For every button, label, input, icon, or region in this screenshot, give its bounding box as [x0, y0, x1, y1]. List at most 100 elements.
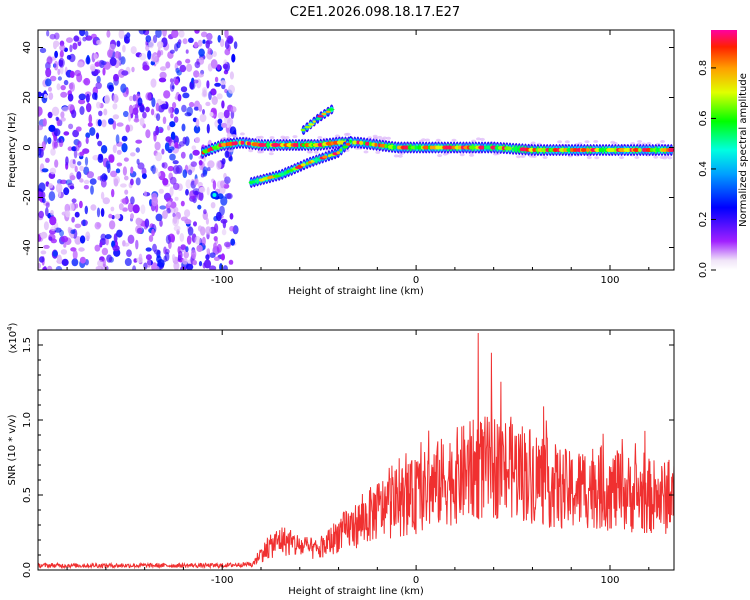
noise-blob	[66, 54, 72, 60]
noise-blob	[112, 144, 117, 154]
trace-core	[254, 179, 259, 183]
noise-blob	[68, 82, 74, 90]
y-tick-label: -40	[22, 239, 33, 255]
noise-blob	[209, 112, 214, 117]
haze-blob	[610, 140, 616, 144]
trace-core	[623, 148, 632, 152]
noise-blob	[182, 258, 188, 265]
noise-blob	[194, 178, 198, 186]
noise-blob	[206, 248, 210, 254]
noise-blob	[220, 180, 225, 189]
noise-blob	[86, 171, 95, 179]
noise-blob	[202, 109, 205, 115]
noise-blob	[83, 179, 90, 185]
haze-blob	[520, 154, 526, 158]
trace-core	[586, 148, 590, 152]
trace-core	[277, 172, 286, 176]
y-tick-label: 1.5	[22, 337, 33, 353]
noise-blob	[205, 254, 210, 260]
noise-blob	[79, 200, 83, 209]
snr-y-axis: 0.0 0.5 1.0 1.5	[22, 337, 674, 578]
noise-blob	[174, 142, 179, 149]
noise-blob	[172, 102, 177, 109]
noise-blob	[193, 221, 197, 227]
noise-blob	[38, 262, 41, 269]
noise-blob	[54, 50, 58, 59]
noise-blob	[157, 171, 161, 177]
noise-blob	[142, 64, 150, 71]
noise-blob	[203, 259, 212, 269]
trace-core	[286, 170, 290, 173]
noise-blob	[184, 219, 192, 225]
noise-blob	[162, 162, 168, 169]
noise-blob	[205, 226, 212, 235]
haze-blob	[469, 153, 475, 157]
noise-blob	[222, 265, 228, 270]
noise-blob	[133, 118, 140, 123]
noise-blob	[68, 203, 75, 212]
noise-blob	[180, 244, 187, 251]
noise-blob	[56, 254, 62, 264]
noise-blob	[205, 101, 211, 107]
noise-blob	[53, 141, 58, 149]
noise-blob	[97, 154, 104, 163]
haze-blob	[531, 155, 537, 158]
noise-blob	[141, 173, 147, 180]
noise-blob	[192, 149, 200, 156]
noise-blob	[173, 206, 179, 214]
haze-blob	[306, 150, 312, 154]
noise-blob	[100, 233, 107, 241]
haze-blob	[516, 155, 521, 159]
noise-blob	[70, 229, 76, 235]
noise-blob	[102, 197, 111, 205]
noise-blob	[92, 154, 100, 161]
x-tick-label: -100	[211, 275, 234, 286]
haze-blob	[292, 135, 298, 139]
trace-core	[660, 148, 669, 152]
noise-blob	[45, 78, 52, 87]
noise-blob	[90, 185, 94, 195]
noise-blob	[41, 141, 46, 150]
trace-core	[435, 145, 441, 150]
y-tick-label: 0.0	[22, 562, 33, 578]
noise-blob	[71, 258, 79, 267]
noise-blob	[118, 203, 124, 211]
noise-blob	[210, 59, 218, 69]
noise-blob	[85, 30, 89, 37]
trace-core	[359, 140, 364, 145]
noise-blob	[110, 170, 118, 178]
noise-blob	[61, 258, 69, 266]
noise-blob	[50, 148, 56, 156]
noise-blob	[127, 234, 135, 244]
noise-blob	[176, 70, 182, 76]
trace-core	[580, 148, 587, 152]
noise-blob	[90, 204, 97, 211]
noise-blob	[114, 51, 121, 59]
noise-blob	[179, 233, 185, 242]
noise-blob	[213, 236, 218, 242]
noise-blob	[186, 235, 192, 245]
noise-blob	[95, 82, 102, 90]
noise-blob	[105, 237, 109, 246]
noise-blob	[147, 50, 152, 60]
noise-blob	[60, 235, 69, 243]
noise-blob	[155, 30, 162, 38]
noise-blob	[165, 61, 171, 69]
noise-blob	[120, 183, 127, 188]
noise-blob	[103, 174, 108, 181]
noise-blob	[171, 30, 179, 38]
noise-blob	[150, 108, 155, 116]
noise-blob	[74, 211, 80, 218]
noise-blob	[86, 102, 92, 113]
noise-blob	[43, 244, 50, 249]
noise-blob	[116, 162, 123, 167]
noise-blob	[75, 126, 82, 132]
noise-blob	[69, 44, 73, 53]
noise-blob	[105, 160, 111, 169]
noise-blob	[85, 93, 90, 103]
noise-blob	[159, 219, 163, 227]
haze-blob	[542, 156, 548, 159]
noise-blob	[124, 175, 129, 181]
haze-blob	[248, 149, 254, 153]
noise-blob	[60, 117, 66, 122]
